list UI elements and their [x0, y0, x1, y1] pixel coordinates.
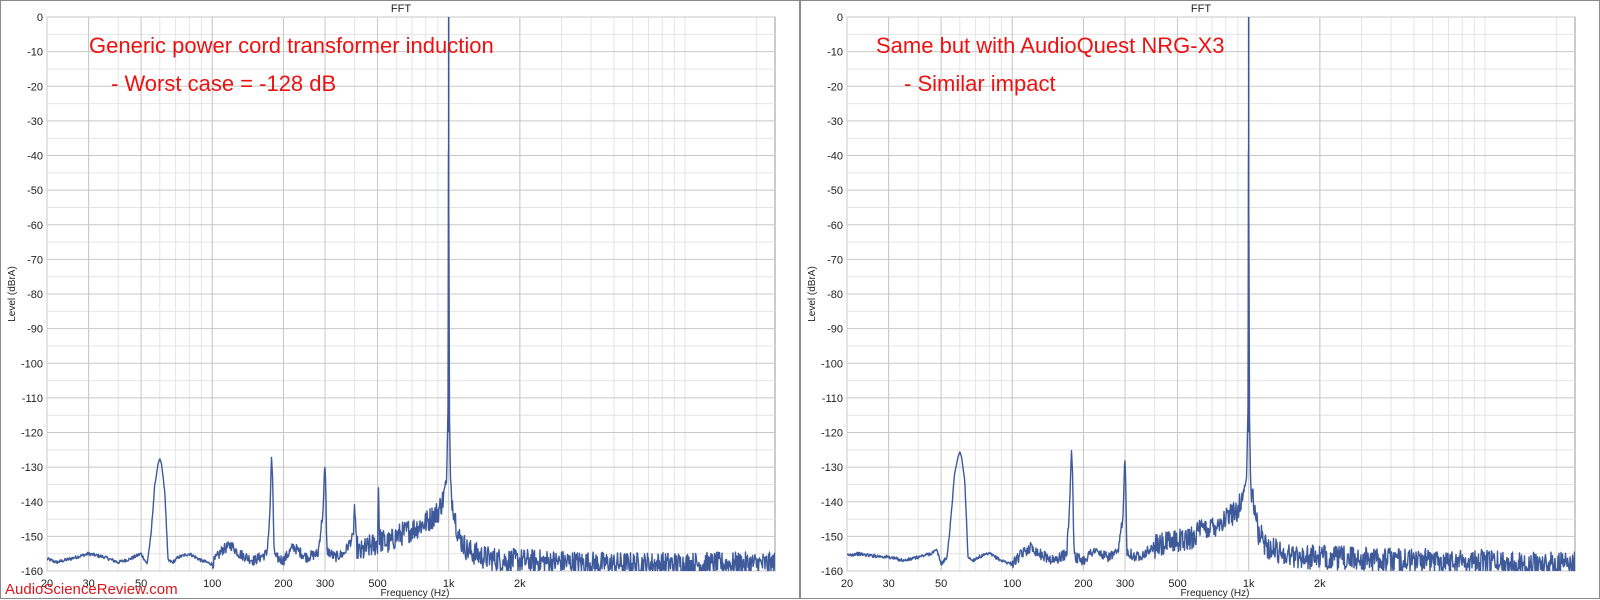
y-tick-label: -20	[827, 81, 843, 93]
x-tick-label: 30	[83, 578, 95, 590]
y-tick-label: -90	[27, 324, 43, 336]
chart-title: FFT	[391, 3, 411, 15]
y-tick-label: -60	[827, 220, 843, 232]
x-tick-label: 100	[1003, 578, 1021, 590]
y-tick-label: -20	[27, 81, 43, 93]
fft-trace	[47, 150, 775, 571]
y-tick-label: -130	[21, 462, 43, 474]
fft-panel-left: 20 30 50 100 200 300 500 1k 2k 0 -10 -20 -30 -40 -50 -6…	[0, 0, 800, 599]
y-tick-label: -40	[27, 151, 43, 163]
y-tick-label: -10	[827, 47, 843, 59]
y-tick-label: -110	[822, 393, 843, 405]
x-tick-label: 100	[203, 578, 221, 590]
fft-trace	[847, 150, 1575, 571]
y-tick-label: -50	[827, 185, 843, 197]
annotation-line-1: Same but with AudioQuest NRG-X3	[876, 33, 1225, 58]
fft-chart-right: 20 30 50 100 200 300 500 1k 2k 0 -10 -20 -30 -40 -50 -6…	[807, 3, 1576, 599]
y-tick-label: -160	[21, 566, 43, 578]
x-tick-label: 2k	[514, 578, 526, 590]
y-tick-label: -80	[27, 289, 43, 301]
y-tick-label: -90	[827, 324, 843, 336]
y-tick-label: -150	[821, 531, 843, 543]
x-tick-label: 1k	[443, 578, 455, 590]
y-tick-label: -110	[22, 393, 43, 405]
y-tick-label: -160	[821, 566, 843, 578]
x-tick-label: 500	[1168, 578, 1186, 590]
y-axis-label: Level (dBrA)	[7, 266, 18, 322]
y-tick-label: -10	[27, 47, 43, 59]
y-tick-label: -60	[27, 220, 43, 232]
y-tick-label: -30	[827, 116, 843, 128]
x-tick-label: 20	[841, 578, 853, 590]
y-tick-label: -30	[27, 116, 43, 128]
x-tick-label: 300	[316, 578, 334, 590]
annotation-line-1: Generic power cord transformer induction	[89, 33, 494, 58]
x-tick-label: 1k	[1243, 578, 1255, 590]
annotation-line-2: - Similar impact	[904, 71, 1056, 96]
y-tick-label: 0	[37, 12, 43, 24]
y-tick-label: -100	[21, 358, 43, 370]
y-axis-label: Level (dBrA)	[807, 266, 818, 322]
y-tick-label: -140	[821, 497, 843, 509]
major-gridlines	[46, 16, 775, 572]
y-tick-label: -70	[827, 254, 843, 266]
fft-panel-right: 20 30 50 100 200 300 500 1k 2k 0 -10 -20 -30 -40 -50 -6…	[800, 0, 1600, 599]
y-tick-label: -120	[821, 428, 843, 440]
y-tick-label: -40	[827, 151, 843, 163]
y-tick-label: -140	[21, 497, 43, 509]
fft-chart-left: 20 30 50 100 200 300 500 1k 2k 0 -10 -20 -30 -40 -50 -6…	[5, 3, 776, 599]
y-tick-label: -80	[827, 289, 843, 301]
x-tick-label: 200	[274, 578, 292, 590]
watermark-text: AudioScienceReview.com	[5, 581, 178, 598]
x-tick-label: 200	[1074, 578, 1092, 590]
annotation-line-2: - Worst case = -128 dB	[111, 71, 336, 96]
x-tick-label: 30	[883, 578, 895, 590]
y-tick-label: -50	[27, 185, 43, 197]
x-tick-label: 2k	[1314, 578, 1326, 590]
x-tick-label: 20	[41, 578, 53, 590]
y-tick-label: -150	[21, 531, 43, 543]
chart-title: FFT	[1191, 3, 1211, 15]
x-axis-label: Frequency (Hz)	[1181, 588, 1250, 599]
x-tick-label: 50	[935, 578, 947, 590]
x-tick-label: 50	[135, 578, 147, 590]
y-tick-label: -70	[27, 254, 43, 266]
x-tick-label: 500	[368, 578, 386, 590]
y-tick-label: -100	[821, 358, 843, 370]
x-tick-label: 300	[1116, 578, 1134, 590]
y-tick-label: -130	[821, 462, 843, 474]
y-tick-label: -120	[21, 428, 43, 440]
y-tick-label: 0	[837, 12, 843, 24]
x-axis-label: Frequency (Hz)	[381, 588, 450, 599]
